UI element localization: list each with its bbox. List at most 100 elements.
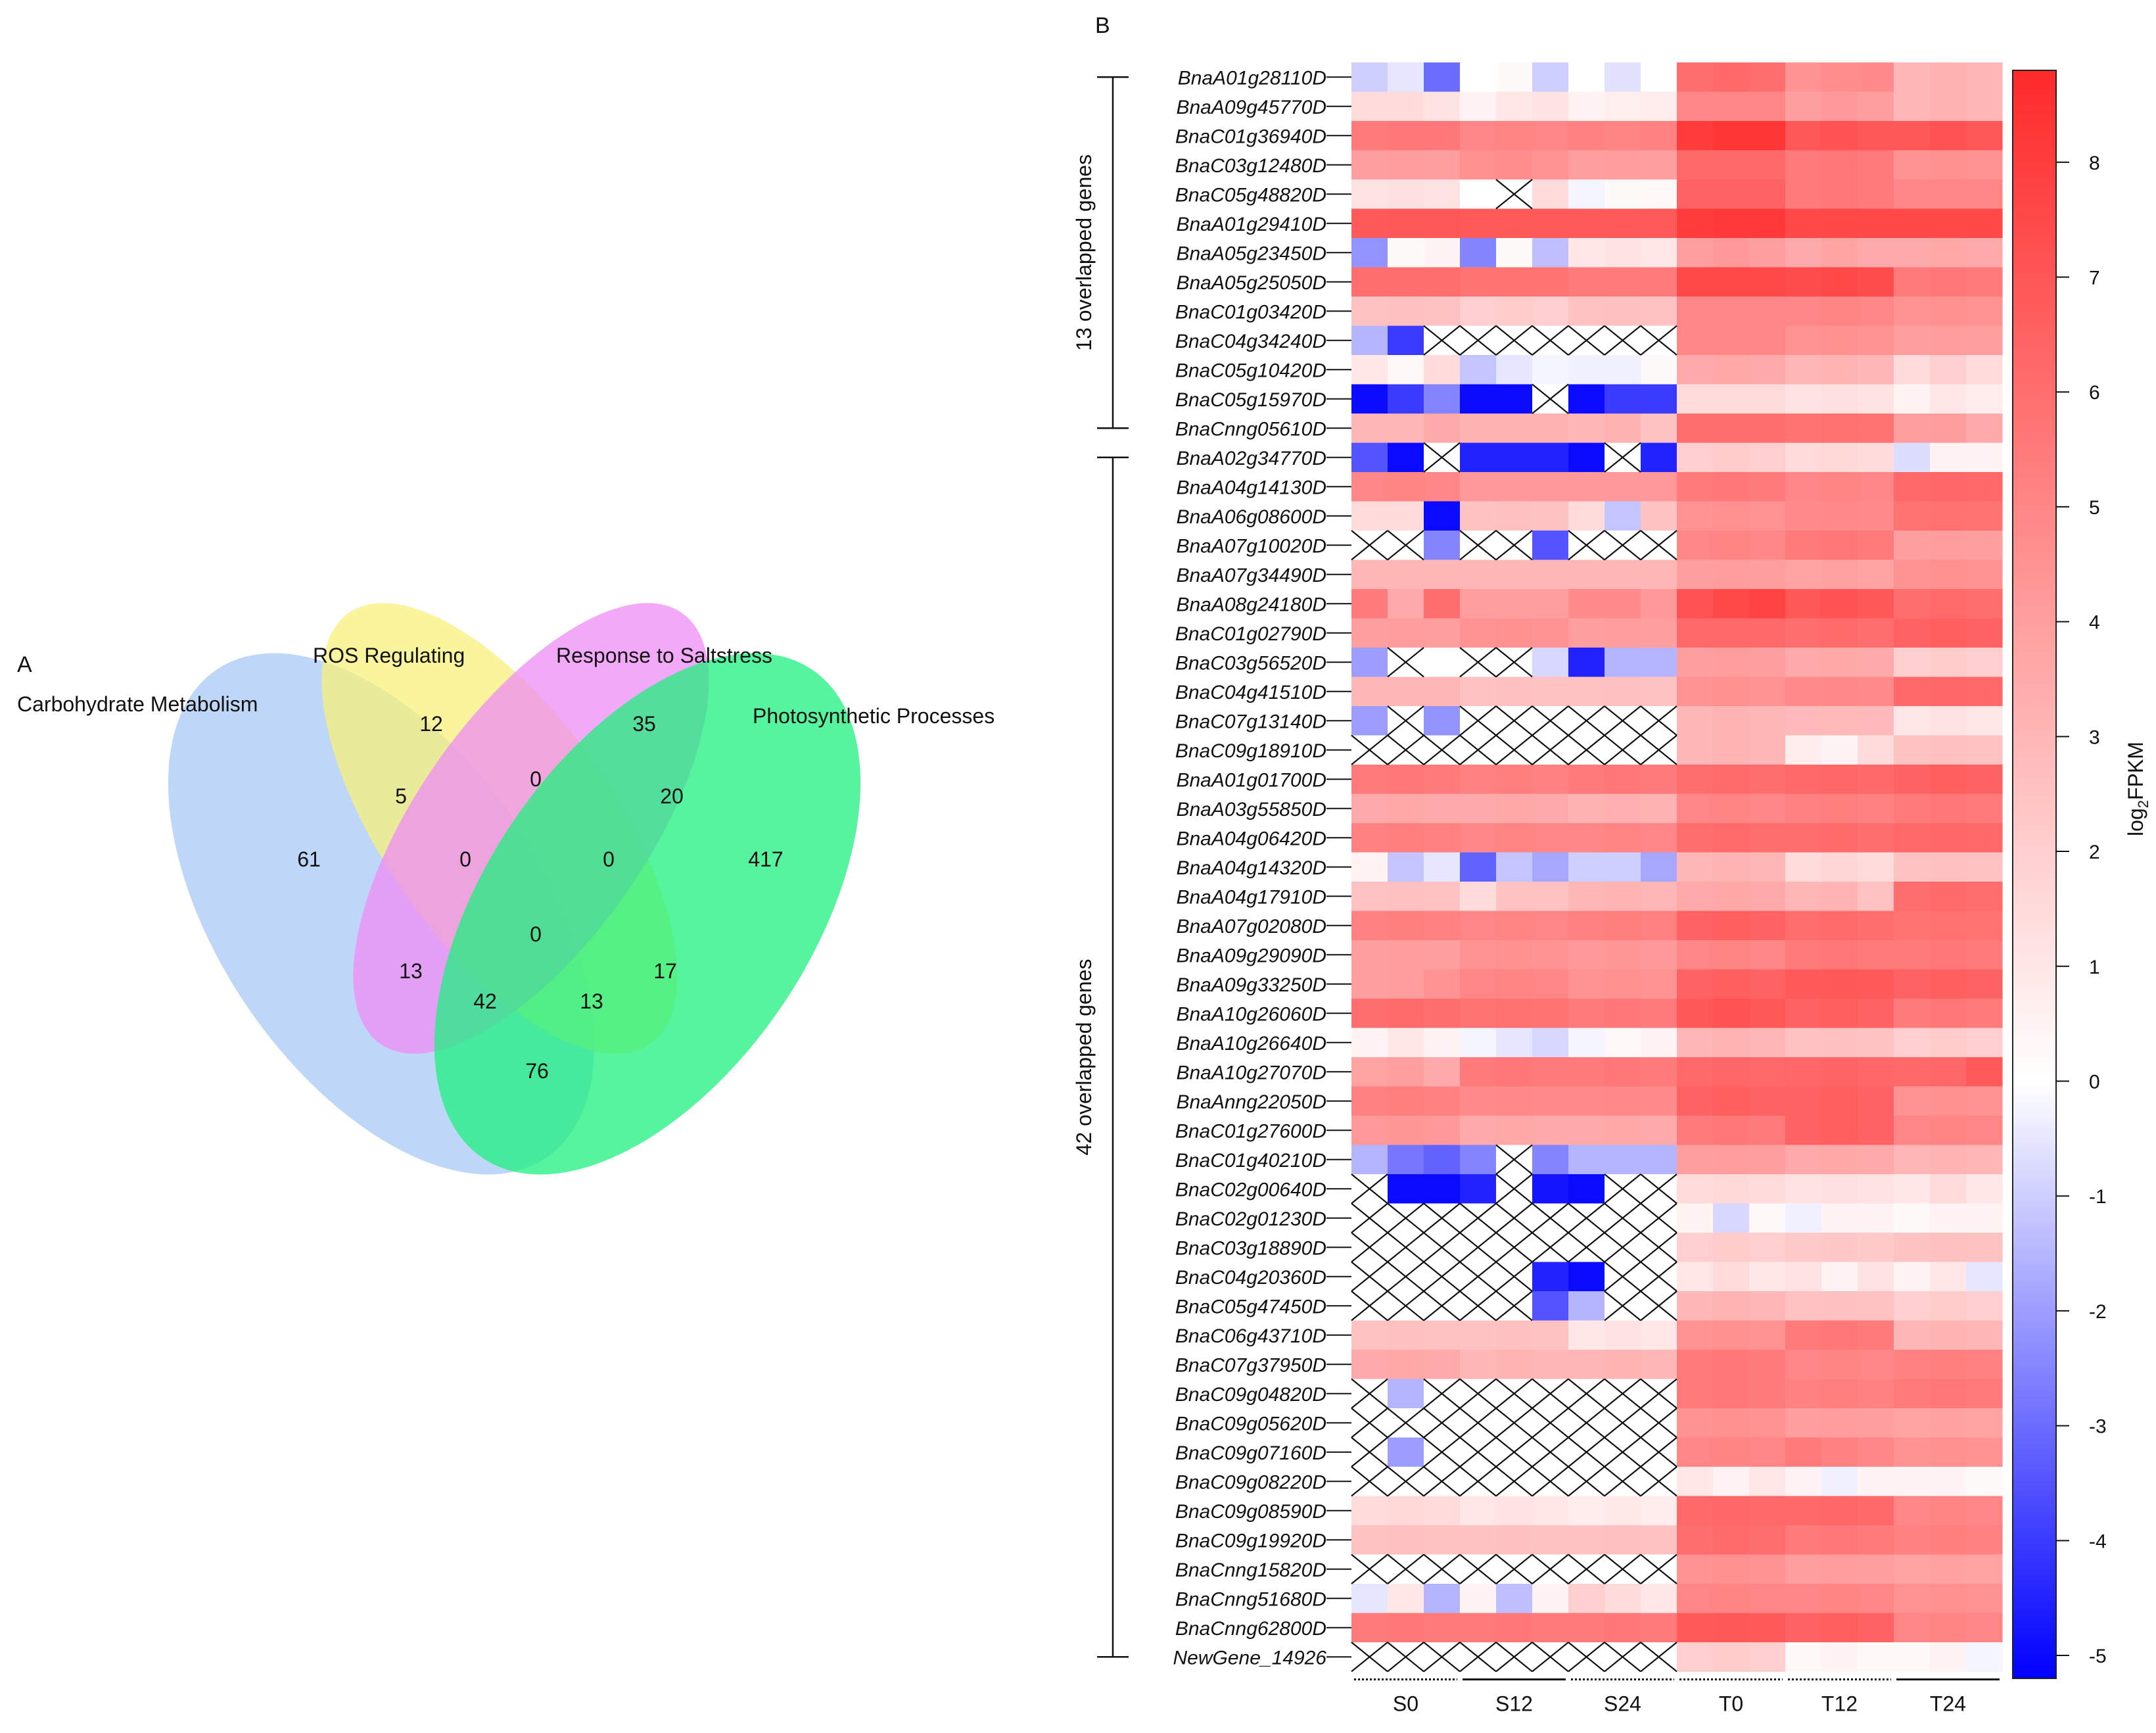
- missing-value-cross: [1495, 1408, 1533, 1438]
- heatmap-cell: [1496, 1116, 1533, 1146]
- heatmap-cell: [1424, 355, 1461, 385]
- heatmap-cell: [1930, 531, 1967, 561]
- venn-diagram: A Carbohydrate Metabolism ROS Regulating…: [17, 603, 995, 1175]
- heatmap-cell: [1496, 1584, 1533, 1614]
- missing-value-cross: [1604, 1466, 1641, 1497]
- gene-label: BnaA10g27070D: [1176, 1062, 1326, 1083]
- heatmap-cell: [1532, 238, 1569, 268]
- heatmap-cell: [1641, 1350, 1677, 1380]
- heatmap-cell: [1713, 1350, 1750, 1380]
- venn-set-photosynthetic-processes: [434, 653, 861, 1175]
- heatmap-cell: [1568, 297, 1605, 327]
- heatmap-cell: [1930, 882, 1967, 912]
- heatmap-cell: [1930, 179, 1967, 210]
- heatmap-cell: [1532, 1057, 1569, 1087]
- missing-value-cross: [1459, 1554, 1497, 1584]
- heatmap-cell: [1496, 618, 1533, 648]
- heatmap-cell: [1749, 940, 1786, 970]
- colorbar-label: log2FPKM: [2124, 742, 2151, 836]
- missing-value-cross: [1640, 1232, 1677, 1263]
- heatmap-cell: [1351, 969, 1388, 999]
- missing-value-cross: [1604, 1554, 1641, 1584]
- heatmap-cell: [1894, 1467, 1931, 1497]
- heatmap-cell: [1496, 940, 1533, 970]
- heatmap-cell: [1388, 238, 1424, 268]
- heatmap-cell: [1351, 267, 1388, 297]
- heatmap-cell: [1388, 62, 1424, 93]
- heatmap-cell: [1568, 355, 1605, 385]
- heatmap-cell: [1858, 1233, 1894, 1263]
- heatmap-cell: [1424, 501, 1461, 531]
- heatmap-cell: [1930, 297, 1967, 327]
- heatmap-cell: [1388, 384, 1424, 414]
- colorbar-tick-label: -5: [2089, 1646, 2107, 1667]
- missing-value-cross: [1532, 705, 1569, 736]
- heatmap-cell: [1966, 208, 2003, 239]
- gene-label: BnaC09g04820D: [1175, 1384, 1326, 1406]
- heatmap-cell: [1894, 121, 1931, 151]
- heatmap-cell: [1677, 706, 1714, 736]
- heatmap-cell: [1966, 911, 2003, 941]
- heatmap-cell: [1930, 1145, 1967, 1175]
- heatmap-cell: [1641, 882, 1677, 912]
- heatmap-cell: [1821, 238, 1858, 268]
- heatmap-cell: [1785, 1613, 1822, 1643]
- heatmap-cell: [1496, 794, 1533, 824]
- heatmap-cell: [1713, 62, 1750, 93]
- heatmap-cell: [1532, 501, 1569, 531]
- heatmap-missing-crosses: [1351, 179, 1677, 1673]
- heatmap-cell: [1749, 999, 1786, 1029]
- heatmap-cell: [1785, 121, 1822, 151]
- heatmap-cell: [1641, 414, 1677, 444]
- heatmap-cell: [1496, 911, 1533, 941]
- heatmap-cell: [1749, 531, 1786, 561]
- venn-label-response-to-saltstress: Response to Saltstress: [556, 644, 772, 667]
- missing-value-cross: [1495, 1144, 1533, 1175]
- heatmap-cell: [1388, 1057, 1424, 1087]
- heatmap-cell: [1496, 969, 1533, 999]
- missing-value-cross: [1495, 1466, 1533, 1497]
- gene-label: BnaC04g20360D: [1175, 1267, 1326, 1289]
- heatmap-cell: [1424, 238, 1461, 268]
- heatmap-cell: [1713, 852, 1750, 882]
- heatmap-cell: [1351, 1350, 1388, 1380]
- missing-value-cross: [1495, 1436, 1533, 1467]
- heatmap-cell: [1858, 559, 1894, 590]
- heatmap-cell: [1460, 882, 1497, 912]
- missing-value-cross: [1423, 1554, 1461, 1584]
- heatmap-cell: [1641, 648, 1677, 678]
- heatmap-cell: [1677, 1203, 1714, 1233]
- heatmap-cell: [1641, 384, 1677, 414]
- heatmap-cell: [1460, 267, 1497, 297]
- heatmap-cell: [1713, 1116, 1750, 1146]
- heatmap: B BnaA01g28110D BnaA09g45770D BnaC01g36940…: [1072, 13, 2151, 1716]
- heatmap-cell: [1930, 1554, 1967, 1584]
- missing-value-cross: [1495, 1291, 1533, 1321]
- heatmap-cell: [1821, 969, 1858, 999]
- heatmap-cell: [1966, 882, 2003, 912]
- heatmap-cell: [1821, 677, 1858, 707]
- heatmap-cell: [1785, 1642, 1822, 1673]
- heatmap-cell: [1460, 62, 1497, 93]
- heatmap-cell: [1677, 1116, 1714, 1146]
- venn-count-carb-salt: 13: [399, 959, 423, 983]
- heatmap-cell: [1388, 325, 1424, 356]
- heatmap-cell: [1424, 208, 1461, 239]
- missing-value-cross: [1604, 325, 1641, 356]
- missing-value-cross: [1532, 1554, 1569, 1584]
- missing-value-cross: [1604, 1436, 1641, 1467]
- gene-label: BnaA07g02080D: [1176, 916, 1326, 938]
- heatmap-cell: [1460, 297, 1497, 327]
- heatmap-cell: [1894, 1642, 1931, 1673]
- missing-value-cross: [1459, 530, 1497, 561]
- heatmap-cell: [1894, 531, 1931, 561]
- heatmap-cell: [1821, 1174, 1858, 1204]
- heatmap-cell: [1532, 91, 1569, 122]
- missing-value-cross: [1568, 1466, 1605, 1497]
- heatmap-cell: [1713, 589, 1750, 619]
- heatmap-cell: [1532, 648, 1569, 678]
- heatmap-cell: [1424, 1613, 1461, 1643]
- missing-value-cross: [1532, 1232, 1569, 1263]
- heatmap-cell: [1677, 1496, 1714, 1526]
- heatmap-cell: [1460, 384, 1497, 414]
